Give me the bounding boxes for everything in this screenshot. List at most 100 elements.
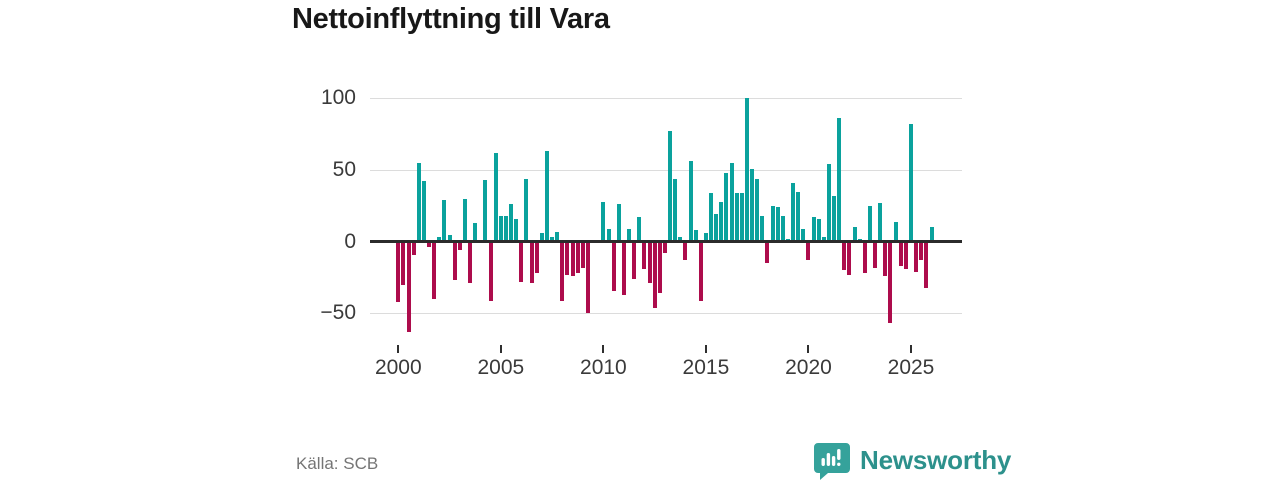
negative-bar xyxy=(457,243,462,251)
positive-bar xyxy=(878,202,883,242)
gridline-y50 xyxy=(370,169,962,171)
negative-bar xyxy=(406,243,411,333)
negative-bar xyxy=(924,243,929,288)
positive-bar xyxy=(550,237,555,242)
negative-bar xyxy=(888,243,893,324)
x-axis-tick xyxy=(704,345,707,353)
positive-bar xyxy=(539,233,544,242)
x-axis-tick-label: 2005 xyxy=(477,356,525,379)
positive-bar xyxy=(796,191,801,242)
negative-bar xyxy=(903,243,908,269)
negative-bar xyxy=(585,243,590,314)
negative-bar xyxy=(842,243,847,271)
negative-bar xyxy=(570,243,575,277)
positive-bar xyxy=(744,98,749,242)
negative-bar xyxy=(647,243,652,284)
x-axis-tick xyxy=(807,345,810,353)
positive-bar xyxy=(493,152,498,242)
negative-bar xyxy=(898,243,903,267)
positive-bar xyxy=(437,237,442,242)
positive-bar xyxy=(760,215,765,242)
positive-bar xyxy=(801,228,806,242)
positive-bar xyxy=(714,214,719,242)
positive-bar xyxy=(734,192,739,242)
positive-bar xyxy=(852,227,857,242)
positive-bar xyxy=(893,221,898,242)
positive-bar xyxy=(524,178,529,242)
negative-bar xyxy=(632,243,637,280)
positive-bar xyxy=(601,201,606,242)
positive-bar xyxy=(514,218,519,242)
x-axis-tick xyxy=(910,345,912,353)
negative-bar xyxy=(847,243,852,275)
positive-bar xyxy=(421,181,426,242)
x-axis-tick-label: 2020 xyxy=(785,356,832,379)
brand-logo: Newsworthy xyxy=(813,440,1011,480)
newsworthy-speech-bubble-chart-icon xyxy=(813,440,851,480)
positive-bar xyxy=(627,228,631,242)
positive-bar xyxy=(780,215,785,242)
positive-bar xyxy=(688,161,693,242)
bar-chart-plot-area: 100 50 0 −50 2000 2005 2010 2015 2020 2025 xyxy=(320,86,962,379)
negative-bar xyxy=(432,243,437,300)
negative-bar xyxy=(565,243,570,275)
positive-bar xyxy=(739,192,744,242)
negative-bar xyxy=(919,243,924,261)
positive-bar xyxy=(678,237,683,242)
positive-bar xyxy=(462,198,467,242)
positive-bar xyxy=(826,164,831,242)
negative-bar xyxy=(914,243,919,272)
negative-bar xyxy=(488,243,493,301)
negative-bar xyxy=(862,243,867,274)
positive-bar xyxy=(673,178,678,242)
negative-bar xyxy=(575,243,580,274)
negative-bar xyxy=(873,243,878,268)
y-axis-tick-label: −50 xyxy=(320,301,356,325)
x-axis-tick xyxy=(397,345,400,353)
positive-bar xyxy=(811,217,816,242)
negative-bar xyxy=(698,243,703,301)
negative-bar xyxy=(534,243,539,274)
x-axis-tick xyxy=(602,345,605,353)
gridline-y100 xyxy=(370,97,962,99)
negative-bar xyxy=(652,243,657,308)
positive-bar xyxy=(719,201,724,242)
negative-bar xyxy=(468,243,473,284)
positive-bar xyxy=(416,162,421,242)
positive-bar xyxy=(442,200,447,242)
y-axis-tick-label: 100 xyxy=(320,86,356,110)
positive-bar xyxy=(832,195,837,242)
negative-bar xyxy=(401,243,406,285)
positive-bar xyxy=(503,215,508,242)
positive-bar xyxy=(791,182,796,242)
negative-bar xyxy=(519,243,524,282)
positive-bar xyxy=(483,180,488,242)
positive-bar xyxy=(750,168,755,242)
positive-bar xyxy=(770,205,775,242)
positive-bar xyxy=(729,162,734,242)
negative-bar xyxy=(529,243,534,284)
positive-bar xyxy=(816,218,821,242)
positive-bar xyxy=(509,204,514,242)
negative-bar xyxy=(642,243,647,269)
x-axis-tick-label: 2015 xyxy=(682,356,730,379)
positive-bar xyxy=(821,237,826,242)
brand-name: Newsworthy xyxy=(860,444,1012,475)
negative-bar xyxy=(396,243,401,302)
negative-bar xyxy=(560,243,565,301)
positive-bar xyxy=(693,230,698,242)
positive-bar xyxy=(555,231,560,242)
positive-bar xyxy=(867,205,872,242)
positive-bar xyxy=(606,228,611,242)
source-label: Källa: SCB xyxy=(296,454,379,473)
gridline-y-50 xyxy=(370,312,962,314)
positive-bar xyxy=(544,151,549,242)
zero-axis-line xyxy=(370,240,962,244)
positive-bar xyxy=(637,217,642,242)
positive-bar xyxy=(447,234,452,242)
page-title: Nettoinflyttning till Vara xyxy=(292,3,610,35)
negative-bar xyxy=(765,243,770,264)
x-axis-tick-label: 2000 xyxy=(374,356,422,379)
positive-bar xyxy=(473,223,478,242)
